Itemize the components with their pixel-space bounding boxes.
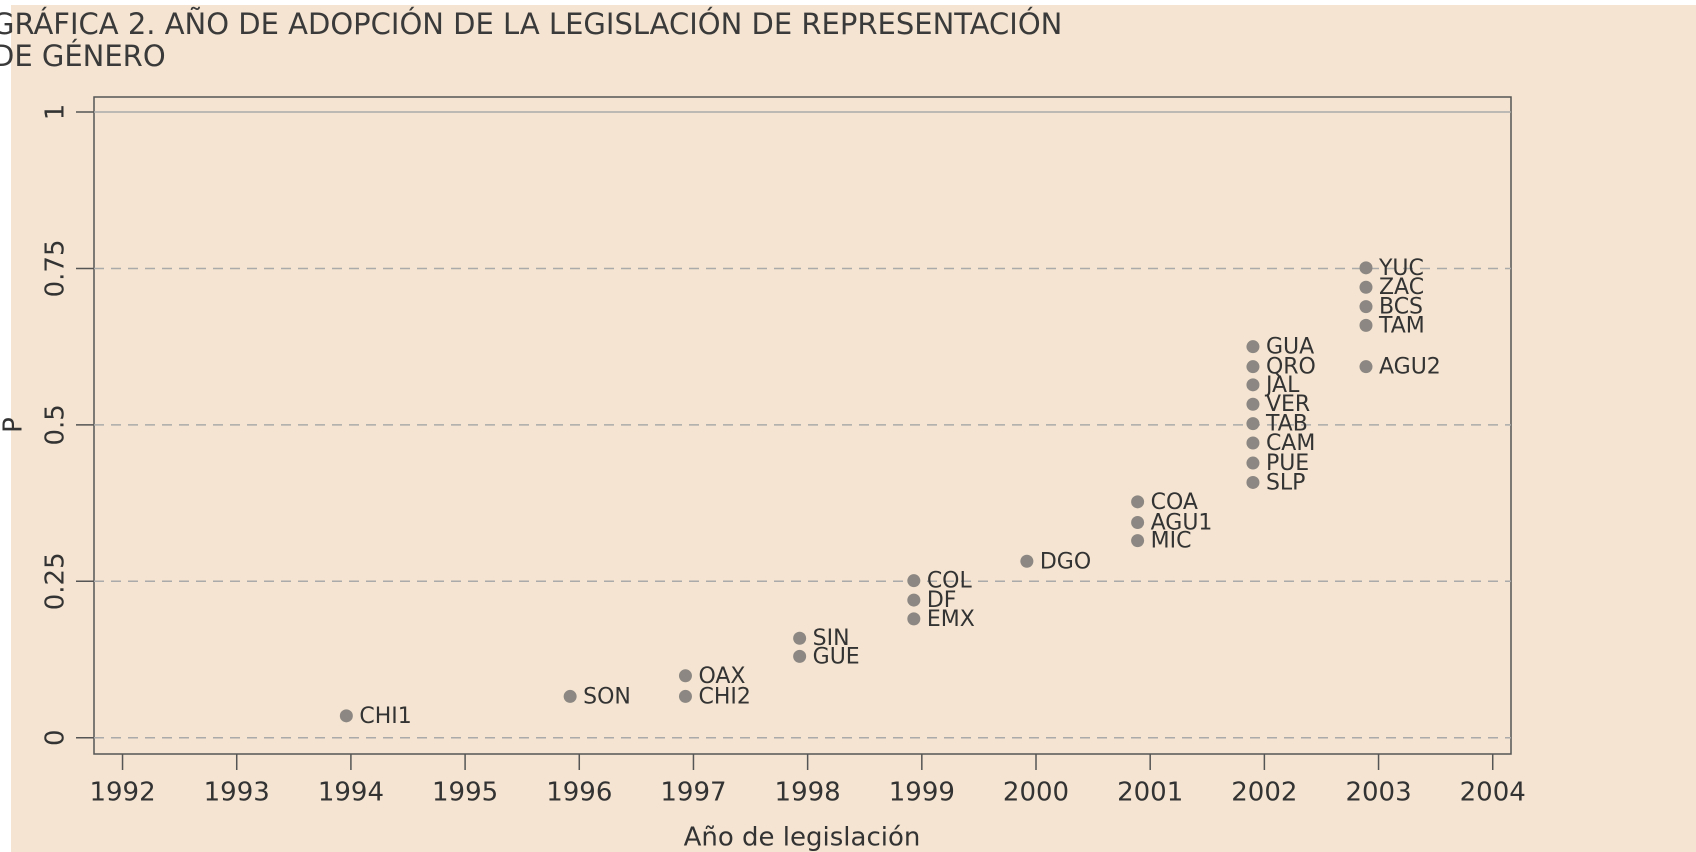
- point-label: CHI1: [359, 704, 411, 729]
- x-tick-label: 1999: [889, 778, 955, 808]
- point: [793, 649, 807, 663]
- point-label: VER: [1266, 392, 1310, 417]
- point-label: GUA: [1266, 335, 1314, 360]
- x-tick-label: 2003: [1345, 778, 1411, 808]
- y-tick-label: 0.75: [41, 240, 71, 298]
- x-tick-label: 2004: [1460, 778, 1526, 808]
- point: [678, 669, 692, 683]
- point: [1359, 360, 1373, 374]
- point-label: COL: [927, 569, 973, 594]
- x-tick-label: 2002: [1231, 778, 1297, 808]
- point: [1359, 318, 1373, 332]
- point-label: PUE: [1266, 451, 1309, 476]
- point: [678, 689, 692, 703]
- chart-title: DE GÉNERO: [0, 39, 166, 73]
- point: [1246, 378, 1260, 392]
- point: [1246, 397, 1260, 411]
- point-label: AGU1: [1151, 510, 1213, 535]
- x-tick-label: 1998: [775, 778, 841, 808]
- point: [1020, 554, 1034, 568]
- y-tick-label: 0.5: [41, 404, 71, 445]
- x-tick-label: 1992: [89, 778, 155, 808]
- point-label: JAL: [1264, 373, 1300, 398]
- x-tick-label: 1993: [204, 778, 270, 808]
- point-label: SON: [583, 684, 631, 709]
- point-label: SIN: [813, 626, 850, 651]
- point-label: YUC: [1378, 256, 1424, 281]
- point-label: SLP: [1266, 470, 1306, 495]
- point: [1131, 534, 1145, 548]
- point-label: EMX: [927, 607, 975, 632]
- x-tick-label: 1996: [546, 778, 612, 808]
- point: [339, 709, 353, 723]
- point: [907, 574, 921, 588]
- point-label: TAM: [1378, 313, 1425, 338]
- point-label: BCS: [1379, 295, 1423, 320]
- x-tick-label: 1997: [660, 778, 726, 808]
- point-label: TAB: [1265, 412, 1308, 437]
- point-label: CAM: [1266, 431, 1315, 456]
- point-label: DGO: [1040, 549, 1091, 574]
- point-label: AGU2: [1379, 355, 1441, 380]
- point: [1246, 475, 1260, 489]
- point: [1131, 495, 1145, 509]
- point: [563, 689, 577, 703]
- point: [907, 612, 921, 626]
- point-label: OAX: [698, 664, 745, 689]
- point-label: MIC: [1151, 529, 1192, 554]
- point: [1359, 261, 1373, 275]
- point-label: QRO: [1266, 355, 1316, 380]
- point-label: COA: [1151, 490, 1198, 515]
- x-tick-label: 1995: [432, 778, 498, 808]
- x-tick-label: 1994: [318, 778, 384, 808]
- point: [1359, 280, 1373, 294]
- point: [793, 631, 807, 645]
- y-axis-label: P: [0, 417, 29, 433]
- point-label: DF: [927, 588, 957, 613]
- point-label: GUE: [813, 644, 860, 669]
- y-tick-label: 1: [41, 104, 71, 121]
- point-label: ZAC: [1379, 275, 1424, 300]
- point: [1246, 417, 1260, 431]
- y-tick-label: 0: [41, 729, 71, 746]
- x-tick-label: 2000: [1003, 778, 1069, 808]
- point: [1246, 340, 1260, 354]
- point: [1246, 360, 1260, 374]
- point: [1246, 456, 1260, 470]
- y-tick-label: 0.25: [41, 552, 71, 610]
- x-tick-label: 2001: [1117, 778, 1183, 808]
- background: [11, 5, 1696, 852]
- point: [1131, 515, 1145, 529]
- x-axis-label: Año de legislación: [684, 823, 921, 852]
- chart-title: GRÁFICA 2. AÑO DE ADOPCIÓN DE LA LEGISLA…: [0, 7, 1062, 41]
- point-label: CHI2: [698, 684, 750, 709]
- point: [907, 593, 921, 607]
- point: [1246, 436, 1260, 450]
- point: [1359, 300, 1373, 314]
